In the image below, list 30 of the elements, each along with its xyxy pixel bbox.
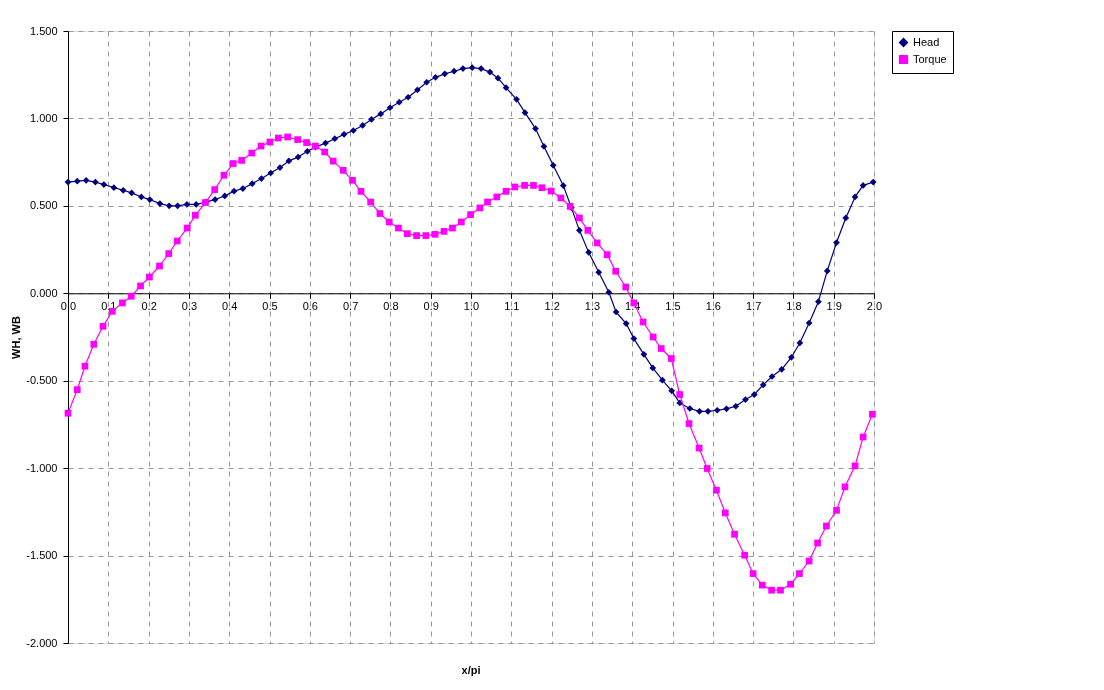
x-axis-title: x/pi — [461, 664, 481, 676]
x-tick-label: 1.8 — [786, 299, 802, 312]
x-tick-label: 1.9 — [826, 299, 842, 312]
y-tick-label: 1.000 — [29, 111, 58, 124]
y-axis-title: WH, WB — [10, 316, 23, 359]
x-tick-label: 0.6 — [302, 299, 318, 312]
x-tick-label: 1.5 — [665, 299, 681, 312]
y-tick-label: -1.000 — [26, 461, 58, 474]
y-tick-label: 0.500 — [29, 199, 58, 212]
x-tick-label: 1.7 — [745, 299, 762, 312]
x-tick-label: 1.3 — [584, 299, 601, 312]
legend-label: Torque — [913, 52, 947, 65]
x-tick-label: 1.6 — [705, 299, 721, 312]
x-tick-label: 0.3 — [181, 299, 198, 312]
x-tick-label: 2.0 — [866, 299, 883, 312]
y-tick-label: -2.000 — [26, 636, 58, 649]
x-tick-label: 0.5 — [262, 299, 278, 312]
x-tick-label: 1.0 — [463, 299, 480, 312]
y-tick-label: -0.500 — [26, 374, 58, 387]
x-tick-label: 0.2 — [141, 299, 157, 312]
x-tick-label: 0.9 — [423, 299, 439, 312]
x-tick-label: 1.1 — [504, 299, 520, 312]
legend-label: Head — [913, 35, 940, 48]
x-tick-label: 0.4 — [222, 299, 238, 312]
y-tick-label: -1.500 — [26, 549, 58, 562]
x-tick-label: 1.2 — [544, 299, 560, 312]
y-tick-label: 0.000 — [29, 286, 58, 299]
x-tick-label: 0.7 — [342, 299, 359, 312]
x-tick-label: 0.8 — [383, 299, 399, 312]
y-tick-label: 1.500 — [29, 24, 58, 37]
